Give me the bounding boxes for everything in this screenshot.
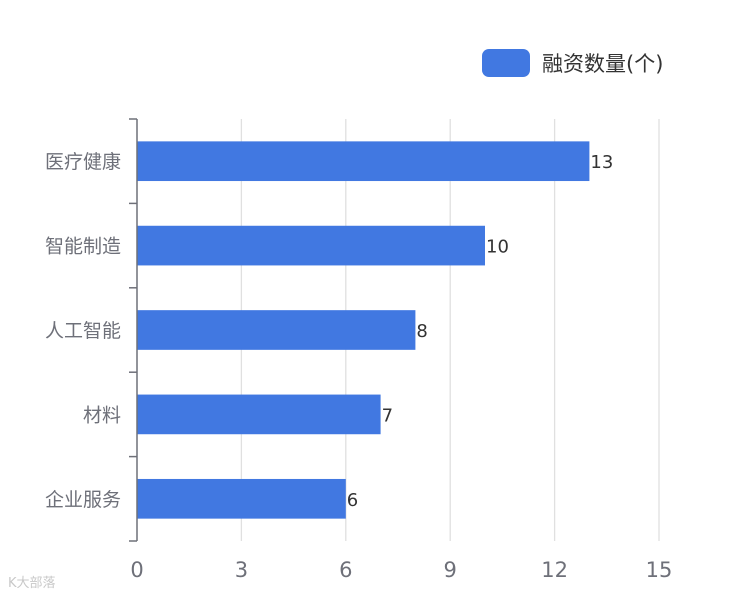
data-label: 7 (382, 405, 393, 426)
data-label: 8 (416, 321, 427, 342)
legend-label: 融资数量(个) (542, 52, 664, 76)
x-tick-label: 9 (444, 558, 457, 582)
legend-swatch (482, 49, 530, 77)
y-tick-label: 人工智能 (45, 320, 121, 342)
data-label: 6 (347, 490, 358, 511)
y-tick-label: 医疗健康 (45, 151, 121, 173)
bar[interactable] (137, 394, 381, 435)
bars: 13 10 8 7 6 (137, 141, 613, 519)
data-label: 10 (486, 237, 509, 258)
x-tick-label: 3 (235, 558, 248, 582)
bar[interactable] (137, 310, 416, 350)
bar[interactable] (137, 478, 346, 519)
x-tick-label: 12 (541, 558, 568, 582)
x-tick-label: 6 (339, 558, 352, 582)
y-tick-label: 企业服务 (45, 489, 121, 511)
grid-lines (240, 119, 660, 541)
bar[interactable] (137, 225, 485, 266)
x-tick-label: 0 (130, 558, 143, 582)
y-tick-label: 材料 (83, 404, 121, 426)
data-label: 13 (590, 152, 613, 173)
bar[interactable] (137, 141, 590, 182)
x-tick-label: 15 (646, 558, 673, 582)
y-tick-label: 智能制造 (45, 236, 121, 258)
legend: 融资数量(个) (482, 48, 663, 78)
watermark: K大部落 (8, 576, 56, 591)
